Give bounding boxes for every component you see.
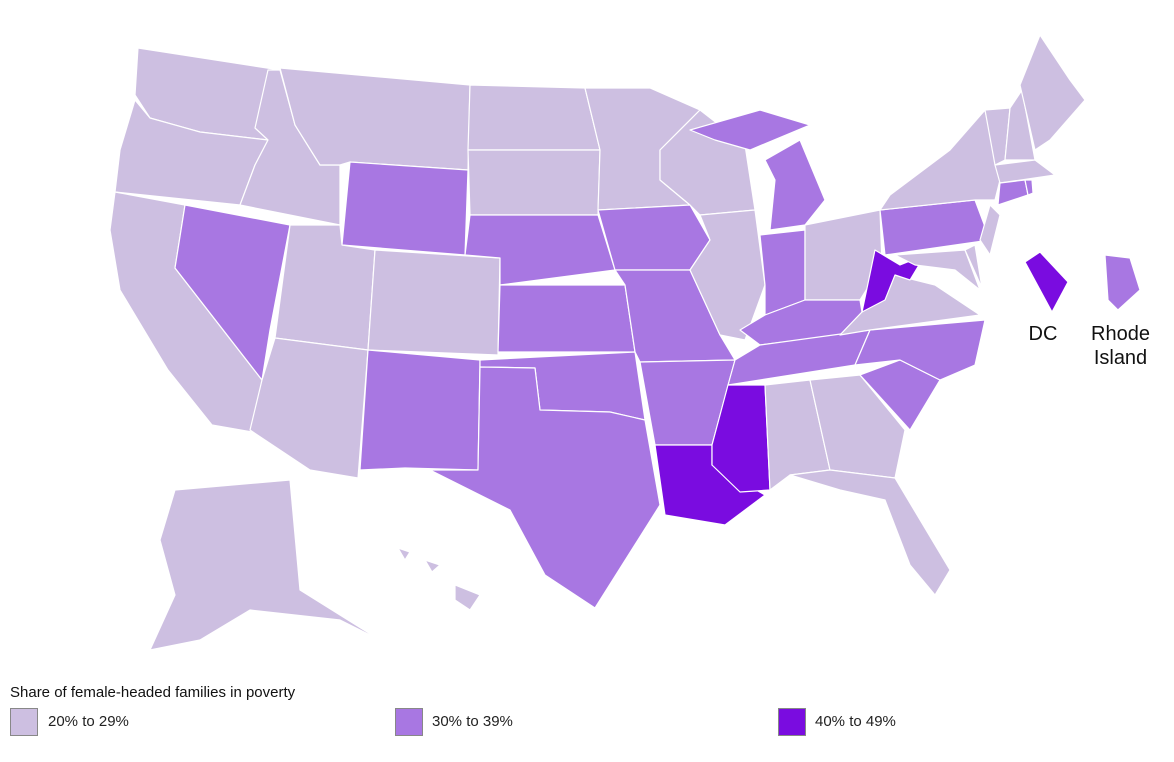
- legend-swatch: [778, 708, 806, 736]
- state: [497, 284, 636, 353]
- map: [109, 34, 1141, 651]
- state: [249, 337, 369, 479]
- state: [429, 366, 661, 609]
- state: [894, 249, 981, 291]
- callout-label: Rhode Island: [1091, 323, 1150, 369]
- state: [467, 84, 601, 151]
- state: [689, 109, 811, 151]
- state: [879, 109, 1001, 211]
- state: [1024, 179, 1034, 196]
- legend-swatch: [395, 708, 423, 736]
- state: [997, 179, 1029, 206]
- legend-label: 20% to 29%: [48, 713, 129, 730]
- state: [809, 374, 906, 479]
- state: [424, 559, 441, 573]
- state: [359, 349, 481, 471]
- state: [149, 479, 381, 651]
- state: [397, 547, 411, 561]
- state: [467, 149, 601, 216]
- legend-label: 30% to 39%: [432, 713, 513, 730]
- state: [979, 204, 1001, 256]
- callout-label: DC: [1028, 323, 1058, 345]
- state: [1104, 254, 1141, 311]
- legend-title: Share of female-headed families in pover…: [10, 684, 296, 701]
- state: [689, 209, 766, 341]
- state: [861, 249, 926, 313]
- state: [367, 249, 501, 356]
- state: [597, 204, 711, 271]
- legend-label: 40% to 49%: [815, 713, 896, 730]
- state: [964, 244, 983, 289]
- state: [341, 161, 469, 256]
- state: [764, 139, 826, 231]
- state: [174, 204, 291, 381]
- state: [1024, 251, 1069, 313]
- state: [1019, 34, 1086, 151]
- state: [789, 469, 951, 596]
- state: [994, 159, 1056, 184]
- state: [454, 584, 481, 611]
- legend-swatch: [10, 708, 38, 736]
